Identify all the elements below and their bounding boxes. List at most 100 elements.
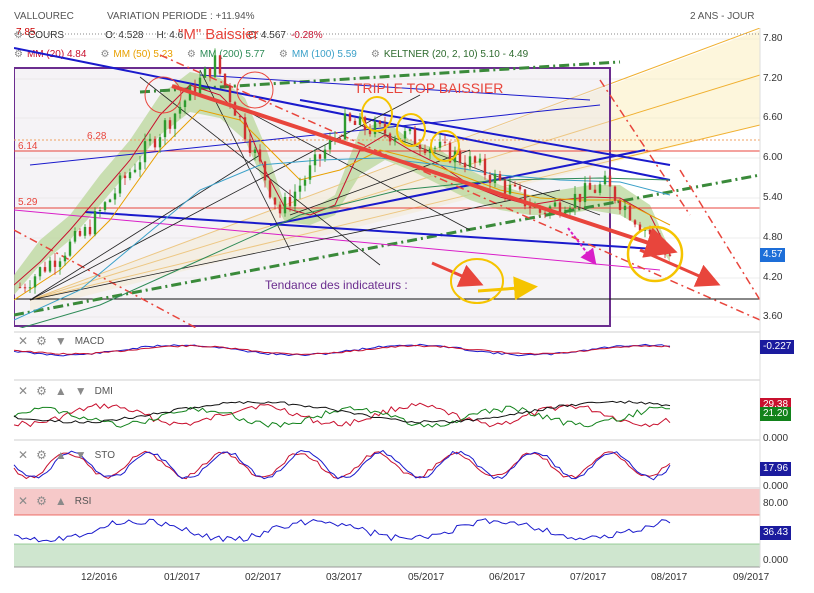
candle-body (418, 144, 422, 149)
candle-body (78, 231, 82, 236)
arrow-up-icon[interactable]: ▲ (54, 384, 67, 398)
candle-body (128, 172, 132, 179)
candle-body (553, 202, 557, 207)
candle-body (83, 226, 87, 236)
green-trendline (139, 60, 621, 94)
close-icon[interactable]: ✕ (18, 494, 29, 508)
blue-trendline (84, 211, 671, 251)
candle-body (368, 129, 372, 135)
price-circle (626, 225, 684, 283)
triple-top-label: TRIPLE TOP BAISSIER (354, 80, 504, 96)
rsi-label: RSI (74, 495, 92, 507)
bearish-trend-arrow (171, 84, 678, 258)
close-icon[interactable]: ✕ (18, 448, 29, 462)
gear-icon[interactable]: ⚙ (100, 49, 110, 60)
candle-body (433, 147, 437, 149)
pattern-title: "M" Baissier (178, 26, 259, 43)
y-tick: 4.20 (763, 272, 783, 283)
channel-line (29, 74, 760, 301)
candle-body (108, 199, 112, 203)
x-tick: 07/2017 (570, 572, 607, 583)
gear-icon[interactable]: ⚙ (36, 384, 47, 398)
blue-trendline (269, 149, 646, 226)
candle-body (623, 205, 627, 211)
candle-body (158, 137, 162, 148)
close-icon[interactable]: ✕ (18, 384, 29, 398)
candle-body (28, 287, 32, 289)
gear-icon[interactable]: ⚙ (370, 49, 380, 60)
candle-body (133, 169, 137, 173)
legend-keltner: KELTNER (20, 2, 10) 5.10 - 4.49 (383, 49, 529, 60)
candle-body (523, 189, 527, 207)
candle-body (68, 241, 72, 256)
x-tick: 03/2017 (326, 572, 363, 583)
candle-body (518, 186, 522, 190)
candle-body (483, 158, 487, 176)
candle-body (63, 255, 67, 262)
candle-body (638, 224, 642, 231)
gear-icon[interactable]: ⚙ (36, 334, 47, 348)
arrow-down-icon[interactable]: ▼ (54, 334, 67, 348)
candle-body (183, 100, 187, 108)
red-dashed-line (159, 54, 760, 321)
candle-body (163, 120, 167, 138)
candle-body (113, 193, 117, 200)
arrow-down-icon[interactable]: ▼ (74, 448, 87, 462)
candle-body (393, 139, 397, 142)
legend-mm200: MM (200) 5.77 (199, 49, 265, 60)
top-circle-red (144, 76, 182, 114)
candle-body (373, 121, 377, 135)
candle-body (648, 229, 652, 235)
candle-body (278, 204, 282, 214)
rsi-axis-top: 80.00 (763, 498, 789, 509)
candle-body (593, 189, 597, 193)
rsi-oversold-zone (14, 544, 760, 567)
candle-body (378, 121, 382, 125)
candle-body (348, 113, 352, 121)
candle-body (503, 180, 507, 194)
candle-body (53, 260, 57, 267)
y-tick: 3.60 (763, 311, 783, 322)
rsi-line (13, 518, 671, 543)
arrow-up-icon[interactable]: ▲ (54, 448, 67, 462)
candle-body (223, 73, 227, 86)
gear-icon[interactable]: ⚙ (14, 49, 23, 60)
period-selector[interactable]: 2 ANS - JOUR (690, 11, 755, 22)
y-tick: 7.80 (763, 33, 783, 44)
sto-label: STO (94, 449, 115, 461)
channel-line (29, 124, 760, 301)
close-icon[interactable]: ✕ (18, 334, 29, 348)
candle-body (538, 206, 542, 213)
variation-label: VARIATION PERIODE : +11.94% (107, 11, 255, 22)
x-tick: 12/2016 (81, 572, 118, 583)
candle-body (123, 175, 127, 179)
candle-body (513, 184, 517, 187)
candle-body (328, 138, 332, 150)
gear-icon[interactable]: ⚙ (14, 30, 23, 41)
candle-body (323, 149, 327, 159)
level-label-614: 6.14 (18, 141, 38, 152)
level-label-628: 6.28 (87, 131, 107, 142)
candle-body (578, 193, 582, 203)
rsi-overbought-zone (14, 489, 760, 515)
x-tick: 09/2017 (733, 572, 770, 583)
top-circle (396, 113, 426, 147)
candle-body (283, 196, 287, 214)
dmi-green-badge: 21.20 (760, 407, 792, 421)
candle-body (558, 202, 562, 214)
candle-body (43, 267, 47, 272)
price-badge: 4.57 (760, 248, 786, 262)
gear-icon[interactable]: ⚙ (36, 448, 47, 462)
macd-label: MACD (74, 335, 105, 347)
legend-mm50: MM (50) 5.23 (113, 49, 173, 60)
gear-icon[interactable]: ⚙ (186, 49, 196, 60)
arrow-up-icon[interactable]: ▲ (54, 494, 67, 508)
sto-axis-label: 0.000 (763, 481, 789, 492)
gear-icon[interactable]: ⚙ (278, 49, 288, 60)
gear-icon[interactable]: ⚙ (36, 494, 47, 508)
candle-body (568, 207, 572, 212)
candle-body (488, 175, 492, 184)
candle-body (198, 77, 202, 95)
candle-body (88, 226, 92, 235)
arrow-down-icon[interactable]: ▼ (74, 384, 87, 398)
